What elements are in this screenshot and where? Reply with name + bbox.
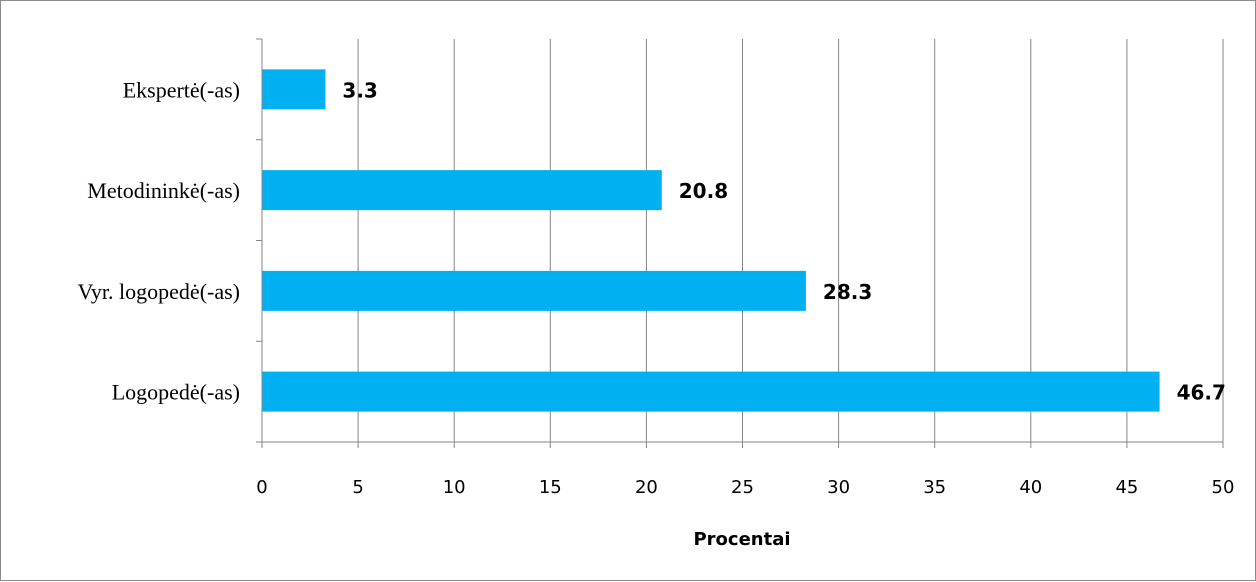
axes <box>256 38 1224 448</box>
data-label: 3.3 <box>342 78 377 102</box>
bar <box>262 170 662 211</box>
category-label: Metodininkė(-as) <box>87 178 240 203</box>
x-tick-label: 15 <box>539 477 562 498</box>
x-tick-label: 25 <box>731 477 754 498</box>
bar <box>262 69 326 110</box>
x-axis-title: Procentai <box>693 529 790 550</box>
x-tick-label: 45 <box>1115 477 1138 498</box>
x-tick-label: 50 <box>1212 477 1235 498</box>
x-tick-label: 30 <box>827 477 850 498</box>
category-label: Vyr. logopedė(-as) <box>77 279 240 304</box>
bar <box>262 270 806 311</box>
x-tick-label: 35 <box>923 477 946 498</box>
x-tick-label: 10 <box>443 477 466 498</box>
gridlines <box>357 39 1224 442</box>
x-tick-label: 40 <box>1019 477 1042 498</box>
data-label: 28.3 <box>823 280 872 304</box>
x-tick-label: 0 <box>256 477 267 498</box>
x-tick-label: 20 <box>635 477 658 498</box>
data-label: 20.8 <box>679 179 728 203</box>
data-label: 46.7 <box>1177 381 1226 405</box>
bars <box>262 69 1160 412</box>
x-tick-label: 5 <box>352 477 363 498</box>
category-label: Logopedė(-as) <box>112 380 240 405</box>
bar <box>262 371 1160 412</box>
category-label: Ekspertė(-as) <box>123 77 240 102</box>
labels: 0 5 10 15 20 25 30 35 40 45 50 Ekspertė(-as) 3.3 Meto… <box>77 77 1234 498</box>
